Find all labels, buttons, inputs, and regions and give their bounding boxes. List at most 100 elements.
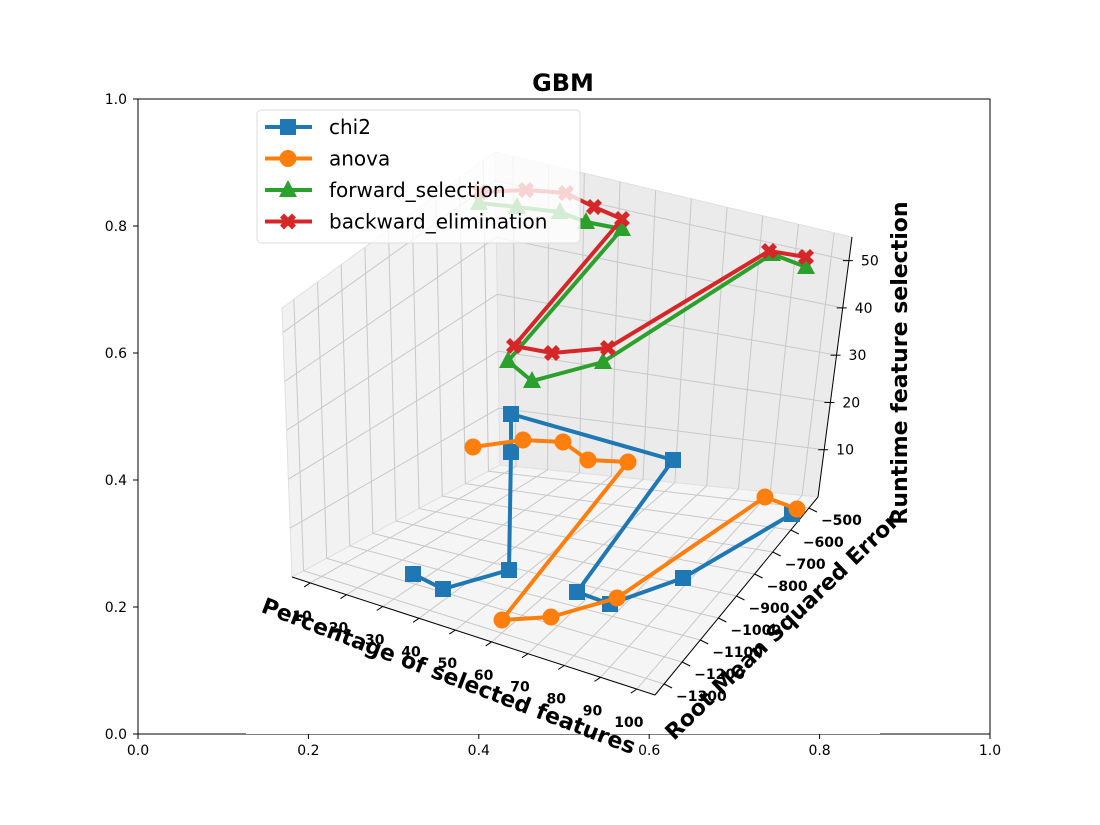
frame-x-tick-label-1: 0.2 xyxy=(297,743,319,759)
grid-y-left-7 xyxy=(317,281,328,559)
y-tick-label-7: −1200 xyxy=(694,667,745,683)
grid-x-back-6 xyxy=(706,207,728,486)
grid-x-back-4 xyxy=(642,190,657,480)
y-tick-mark-5 xyxy=(718,617,727,623)
grid-x-back-8 xyxy=(769,224,799,493)
frame-y-tick-label-3: 0.6 xyxy=(105,346,127,362)
series-point-chi2-3 xyxy=(503,444,519,460)
x-tick-mark-2 xyxy=(376,606,384,611)
frame-y-tick-label-5: 1.0 xyxy=(105,92,127,108)
y-tick-mark-2 xyxy=(772,551,781,557)
y-tick-label-3: −800 xyxy=(767,579,808,595)
grid-z-left-0 xyxy=(289,407,500,529)
grid-x-back-5 xyxy=(674,198,692,483)
legend-marker-chi2 xyxy=(280,119,296,135)
series-point-anova-6 xyxy=(542,608,560,626)
legend-item-chi2: chi2 xyxy=(265,115,371,139)
grid-z-back-3 xyxy=(496,236,843,309)
series-point-chi2-4 xyxy=(503,406,519,422)
x-tick-label-0: 10 xyxy=(292,609,312,625)
series-point-forward_selection-5 xyxy=(499,351,517,368)
legend-frame xyxy=(256,109,581,244)
x-tick-label-1: 20 xyxy=(329,621,349,637)
series-point-anova-4 xyxy=(619,453,637,471)
series-point-forward_selection-7 xyxy=(594,352,612,369)
x-tick-label-9: 100 xyxy=(614,715,643,731)
series-point-anova-2 xyxy=(554,433,572,451)
z-axis-line xyxy=(817,236,853,498)
x-tick-mark-3 xyxy=(412,617,420,623)
y-tick-labels: −500 −600 −700 −800 −900 −1000 −1100 −1200 −1300 xyxy=(663,507,862,705)
series-point-chi2-0 xyxy=(405,566,421,582)
grid-y-left-5 xyxy=(364,247,374,534)
frame-x-tick-label-3: 0.6 xyxy=(638,743,660,759)
grid-z-back-0 xyxy=(499,407,825,451)
frame-y-tick-label-1: 0.2 xyxy=(105,600,127,616)
legend-label-forward_selection: forward_selection xyxy=(329,178,506,202)
x-tick-label-6: 70 xyxy=(510,680,530,696)
series-point-backward_elimination-7 xyxy=(600,340,616,356)
frame-x-tick-label-0: 0.0 xyxy=(127,743,149,759)
y-tick-mark-0 xyxy=(808,507,818,513)
frame-x-tick-label-2: 0.4 xyxy=(468,743,490,759)
series-point-chi2-6 xyxy=(569,584,585,600)
grid-z-back-1 xyxy=(498,350,831,403)
series-point-backward_elimination-5 xyxy=(506,338,522,354)
x-tick-mark-4 xyxy=(449,629,456,635)
y-tick-mark-7 xyxy=(681,661,691,667)
series-point-backward_elimination-6 xyxy=(544,345,560,361)
grid-y-floor-3 xyxy=(419,508,755,575)
series-point-forward_selection-3 xyxy=(577,212,595,229)
y-tick-label-2: −700 xyxy=(785,557,826,573)
x-tick-mark-5 xyxy=(485,641,492,647)
grid-y-floor-1 xyxy=(465,483,791,531)
x-tick-mark-9 xyxy=(630,688,638,694)
x-tick-label-5: 60 xyxy=(474,668,494,684)
x-tick-label-4: 50 xyxy=(438,656,458,672)
series-anova xyxy=(464,431,806,629)
grid-y-floor-2 xyxy=(442,495,773,553)
y-tick-label-5: −1000 xyxy=(730,623,781,639)
series-point-chi2-8 xyxy=(675,570,691,586)
grid-x-back-9 xyxy=(801,232,835,496)
series-point-anova-8 xyxy=(756,488,774,506)
grid-y-floor-5 xyxy=(372,532,719,619)
x-axis-line xyxy=(291,576,656,696)
legend-item-anova: anova xyxy=(265,147,390,171)
frame-y-tick-label-2: 0.4 xyxy=(105,473,127,489)
y-tick-mark-8 xyxy=(663,683,673,689)
legend-label-backward_elimination: backward_elimination xyxy=(329,210,547,234)
series-point-anova-9 xyxy=(788,500,806,518)
z-tick-labels: 10 20 30 40 50 xyxy=(818,254,879,459)
z-tick-label-2: 30 xyxy=(849,348,867,364)
z-tick-label-1: 20 xyxy=(842,395,860,411)
series-point-anova-7 xyxy=(608,589,626,607)
series-line-chi2 xyxy=(412,412,794,606)
frame-x-ticks: 0.0 0.2 0.4 0.6 0.8 1.0 xyxy=(127,734,1001,759)
grid-y-left-8 xyxy=(293,299,305,571)
series-point-anova-3 xyxy=(579,451,597,469)
x-tick-mark-7 xyxy=(557,665,565,670)
y-tick-mark-4 xyxy=(736,595,745,601)
series-point-forward_selection-4 xyxy=(613,219,631,236)
x-tick-label-7: 80 xyxy=(547,692,567,708)
series-point-backward_elimination-9 xyxy=(798,249,814,265)
frame-y-tick-label-0: 0.0 xyxy=(105,727,127,743)
legend-item-forward_selection: forward_selection xyxy=(265,178,506,202)
legend-item-backward_elimination: backward_elimination xyxy=(265,210,547,234)
pane-group xyxy=(281,151,853,696)
legend-marker-backward_elimination xyxy=(280,213,296,230)
series-point-chi2-2 xyxy=(501,562,517,578)
series-point-anova-5 xyxy=(493,611,511,629)
z-tick-label-3: 40 xyxy=(855,301,873,317)
series-line-anova xyxy=(472,438,798,622)
x-tick-label-2: 30 xyxy=(365,633,385,649)
x-tick-mark-6 xyxy=(521,653,529,659)
grid-y-left-3 xyxy=(411,212,420,509)
x-tick-mark-1 xyxy=(340,594,347,600)
legend-marker-anova xyxy=(279,150,297,167)
y-tick-label-1: −600 xyxy=(803,535,844,551)
series-point-backward_elimination-4 xyxy=(614,211,630,227)
legend-marker-forward_selection xyxy=(279,180,297,197)
chart-title: GBM xyxy=(532,69,594,97)
